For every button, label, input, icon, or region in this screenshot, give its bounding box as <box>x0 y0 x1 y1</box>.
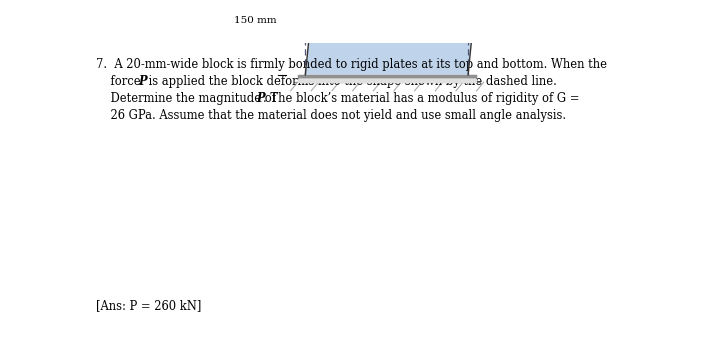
Text: is applied the block deforms into the shape shown by the dashed line.: is applied the block deforms into the sh… <box>145 75 557 88</box>
Text: P: P <box>139 75 147 88</box>
Text: 26 GPa. Assume that the material does not yield and use small angle analysis.: 26 GPa. Assume that the material does no… <box>96 108 566 122</box>
Text: force: force <box>96 75 145 88</box>
Text: 7.  A 20-mm-wide block is firmly bonded to rigid plates at its top and bottom. W: 7. A 20-mm-wide block is firmly bonded t… <box>96 58 607 71</box>
Text: . The block’s material has a modulus of rigidity of G =: . The block’s material has a modulus of … <box>262 92 580 104</box>
Text: [Ans: P = 260 kN]: [Ans: P = 260 kN] <box>96 299 201 312</box>
FancyBboxPatch shape <box>298 75 476 82</box>
Text: P: P <box>257 92 265 104</box>
Polygon shape <box>306 0 479 75</box>
Text: 150 mm: 150 mm <box>234 16 277 25</box>
Text: Determine the magnitude of: Determine the magnitude of <box>96 92 280 104</box>
